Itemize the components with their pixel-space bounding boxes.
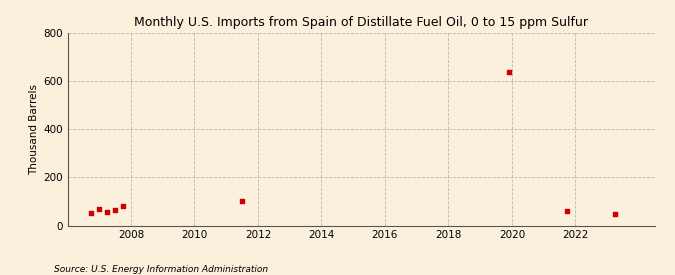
Point — [110, 208, 121, 212]
Point — [86, 211, 97, 216]
Point — [562, 209, 573, 213]
Point — [237, 199, 248, 204]
Point — [504, 69, 514, 74]
Point — [94, 207, 105, 211]
Text: Source: U.S. Energy Information Administration: Source: U.S. Energy Information Administ… — [54, 265, 268, 274]
Title: Monthly U.S. Imports from Spain of Distillate Fuel Oil, 0 to 15 ppm Sulfur: Monthly U.S. Imports from Spain of Disti… — [134, 16, 588, 29]
Y-axis label: Thousand Barrels: Thousand Barrels — [29, 84, 39, 175]
Point — [102, 210, 113, 214]
Point — [117, 204, 128, 208]
Point — [610, 212, 620, 216]
